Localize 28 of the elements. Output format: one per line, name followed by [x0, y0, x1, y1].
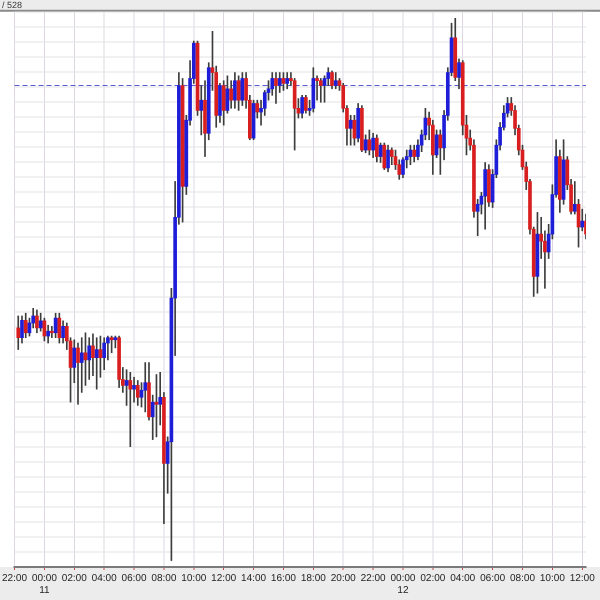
x-tick-label: 06:00: [122, 572, 147, 584]
x-tick-label: 10:00: [181, 572, 207, 584]
x-tick-label: 14:00: [241, 572, 267, 584]
x-tick-label: 22:00: [2, 572, 28, 584]
candlestick: [154, 374, 158, 438]
x-tick-label: 08:00: [151, 572, 177, 584]
x-tick-label: 00:00 11: [32, 572, 58, 596]
candlestick: [315, 75, 319, 101]
candlestick: [132, 376, 136, 403]
x-tick-label: 06:00: [480, 572, 506, 584]
x-tick-label: 12:00: [211, 572, 237, 584]
chart-title: / 528: [2, 0, 22, 10]
x-tick-label: 18:00: [300, 572, 326, 584]
x-tick-label: 22:00: [360, 572, 386, 584]
x-tick-label: 08:00: [510, 572, 536, 584]
candlestick: [98, 336, 102, 378]
x-tick-label: 16:00: [270, 572, 296, 584]
candlestick: [84, 332, 88, 386]
candlestick: [274, 72, 278, 104]
x-tick-label: 02:00: [62, 572, 88, 584]
x-tick-label: 02:00: [420, 572, 446, 584]
x-tick-label: 10:00: [540, 572, 566, 584]
x-tick-label: 00:00 12: [390, 572, 416, 596]
candlestick: [124, 369, 128, 406]
x-tick-label: 04:00: [450, 572, 476, 584]
x-tick-label: 04:00: [92, 572, 118, 584]
x-tick-label: 12:00: [570, 572, 596, 584]
x-tick-label: 20:00: [330, 572, 356, 584]
